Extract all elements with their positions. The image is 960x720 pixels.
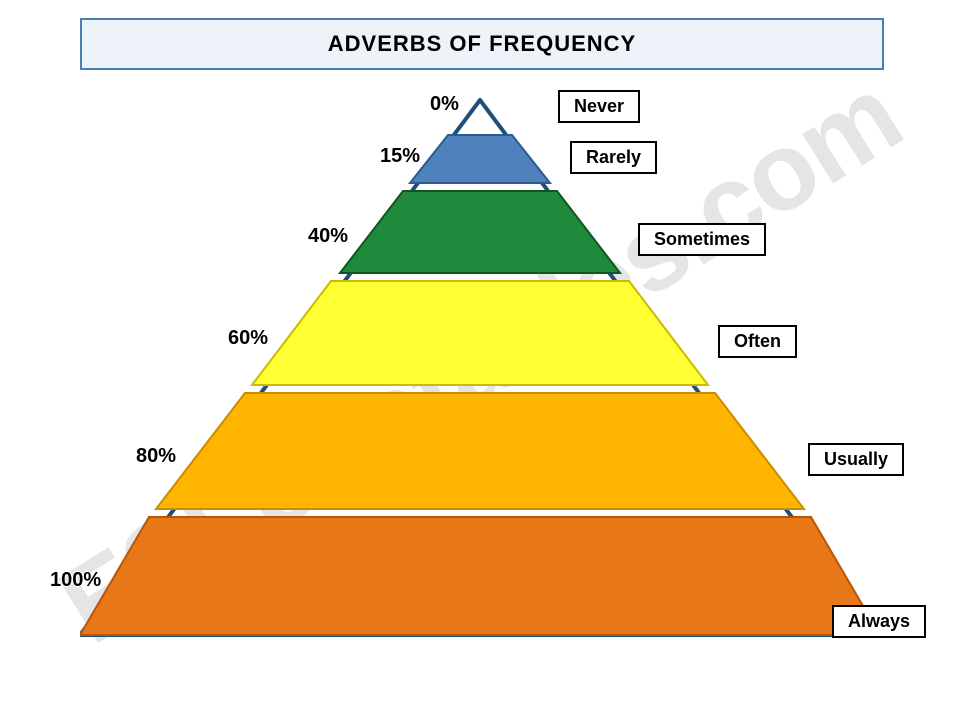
pyramid-level (340, 191, 620, 273)
percent-label: 100% (50, 569, 101, 592)
pyramid-level (80, 517, 880, 635)
pyramid-level (410, 135, 550, 183)
percent-label: 80% (136, 445, 176, 468)
title-box: ADVERBS OF FREQUENCY (80, 18, 884, 70)
adverb-label: Rarely (570, 141, 657, 174)
page: ESLprintables.com ADVERBS OF FREQUENCY 0… (0, 0, 960, 720)
adverb-label: Never (558, 90, 640, 123)
percent-label: 40% (308, 225, 348, 248)
pyramid-level (252, 281, 708, 385)
pyramid-level (156, 393, 804, 509)
page-title: ADVERBS OF FREQUENCY (328, 31, 636, 57)
percent-label: 0% (430, 93, 459, 116)
adverb-label: Usually (808, 443, 904, 476)
adverb-label: Often (718, 325, 797, 358)
adverb-label: Sometimes (638, 223, 766, 256)
percent-label: 15% (380, 145, 420, 168)
pyramid-svg (80, 95, 880, 675)
pyramid-diagram: 0%Never15%Rarely40%Sometimes60%Often80%U… (80, 95, 880, 675)
adverb-label: Always (832, 605, 926, 638)
percent-label: 60% (228, 327, 268, 350)
